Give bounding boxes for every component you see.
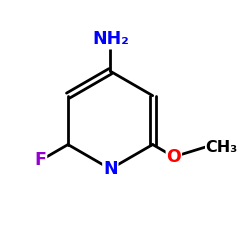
Text: NH₂: NH₂ — [92, 30, 129, 48]
Text: F: F — [34, 152, 46, 170]
Text: CH₃: CH₃ — [206, 140, 238, 154]
Text: O: O — [166, 148, 181, 166]
Text: N: N — [103, 160, 118, 178]
